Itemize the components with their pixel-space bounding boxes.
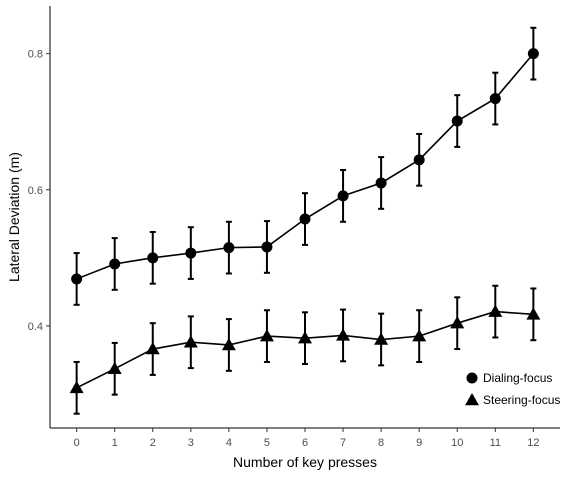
x-tick-label: 9 bbox=[416, 437, 422, 449]
data-point bbox=[413, 154, 425, 166]
x-tick-label: 5 bbox=[264, 437, 270, 449]
data-point bbox=[451, 115, 463, 127]
data-point bbox=[71, 273, 83, 285]
data-point bbox=[375, 177, 387, 189]
x-tick-label: 8 bbox=[378, 437, 384, 449]
data-point bbox=[147, 252, 159, 264]
y-axis-ticks: 0.4 0.6 0.8 bbox=[28, 49, 50, 333]
x-tick-label: 6 bbox=[302, 437, 308, 449]
x-tick-label: 10 bbox=[451, 437, 463, 449]
data-point bbox=[412, 329, 427, 342]
series-dialing-focus bbox=[71, 26, 539, 306]
data-point bbox=[109, 258, 121, 270]
y-tick-label: 0.4 bbox=[28, 321, 43, 333]
data-point bbox=[145, 342, 160, 355]
y-tick-label: 0.8 bbox=[28, 49, 43, 61]
x-tick-label: 2 bbox=[150, 437, 156, 449]
x-tick-label: 0 bbox=[74, 437, 80, 449]
data-point bbox=[223, 242, 235, 254]
x-tick-label: 7 bbox=[340, 437, 346, 449]
x-axis-title: Number of key presses bbox=[233, 454, 377, 470]
x-tick-label: 12 bbox=[527, 437, 539, 449]
data-point bbox=[336, 328, 351, 341]
data-point bbox=[374, 332, 389, 345]
data-point bbox=[527, 48, 539, 60]
data-point bbox=[489, 93, 501, 105]
legend-key-triangle bbox=[465, 393, 479, 406]
data-point bbox=[299, 213, 311, 225]
legend-label: Steering-focus bbox=[483, 393, 560, 407]
data-point bbox=[526, 307, 541, 320]
data-point bbox=[298, 331, 312, 344]
data-point bbox=[185, 247, 197, 259]
data-point bbox=[488, 304, 503, 317]
data-point bbox=[261, 241, 273, 253]
series-steering-focus bbox=[69, 284, 541, 415]
data-point bbox=[259, 329, 274, 342]
series-layer bbox=[69, 26, 541, 415]
y-tick-label: 0.6 bbox=[28, 185, 43, 197]
legend-key-circle bbox=[466, 372, 478, 384]
data-point bbox=[69, 380, 84, 394]
x-axis-ticks: 0 1 2 3 4 5 6 7 8 9 10 11 12 bbox=[74, 428, 539, 449]
data-point bbox=[337, 190, 349, 202]
data-point bbox=[450, 316, 465, 329]
legend-label: Dialing-focus bbox=[483, 371, 552, 385]
x-tick-label: 1 bbox=[112, 437, 118, 449]
x-tick-label: 11 bbox=[490, 437, 501, 449]
legend: Dialing-focus Steering-focus bbox=[465, 371, 560, 407]
legend-item: Dialing-focus bbox=[466, 371, 552, 385]
data-point bbox=[221, 337, 236, 351]
data-point bbox=[107, 361, 122, 375]
x-tick-label: 3 bbox=[188, 437, 194, 449]
data-point bbox=[183, 335, 198, 348]
legend-item: Steering-focus bbox=[465, 393, 560, 407]
y-axis-title: Lateral Deviation (m) bbox=[6, 152, 22, 282]
x-tick-label: 4 bbox=[226, 437, 232, 449]
